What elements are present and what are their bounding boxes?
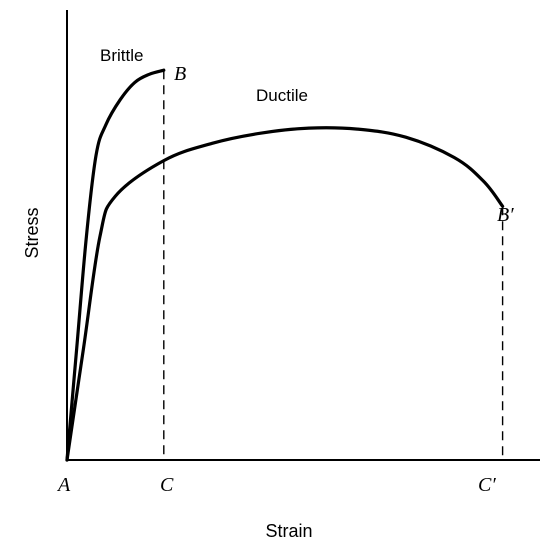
- x-axis-label: Strain: [265, 521, 312, 541]
- y-axis-label: Stress: [22, 207, 42, 258]
- point-label-c-prime: C′: [478, 474, 496, 496]
- brittle-curve: [65, 68, 166, 462]
- ductile-label: Ductile: [256, 86, 308, 105]
- brittle-label: Brittle: [100, 46, 143, 65]
- point-label-a: A: [56, 474, 71, 496]
- point-label-c: C: [160, 474, 174, 496]
- ductile-curve: [65, 126, 505, 462]
- point-label-b-prime: B′: [497, 204, 514, 226]
- point-label-b: B: [174, 63, 186, 85]
